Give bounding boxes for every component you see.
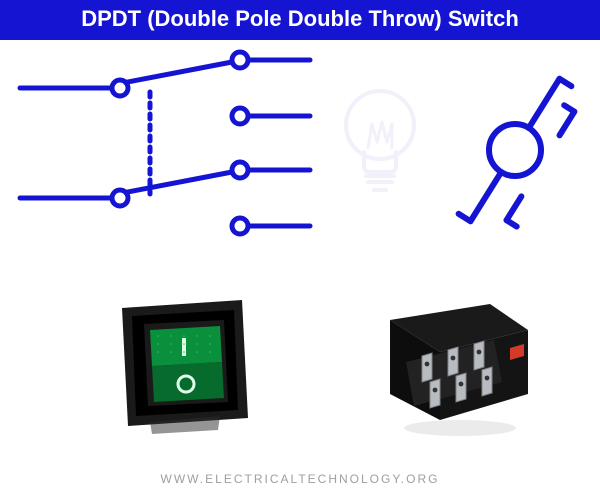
diagram-row [0,40,600,260]
rocker-switch-back-photo [370,290,540,440]
title-bar: DPDT (Double Pole Double Throw) Switch [0,0,600,40]
photo-row [0,290,600,450]
dpdt-alt-symbol [450,55,580,245]
footer-url: WWW.ELECTRICALTECHNOLOGY.ORG [0,472,600,486]
lightbulb-icon [330,80,430,210]
dpdt-schematic-symbol [10,40,320,250]
rocker-switch-front-photo [110,290,260,440]
